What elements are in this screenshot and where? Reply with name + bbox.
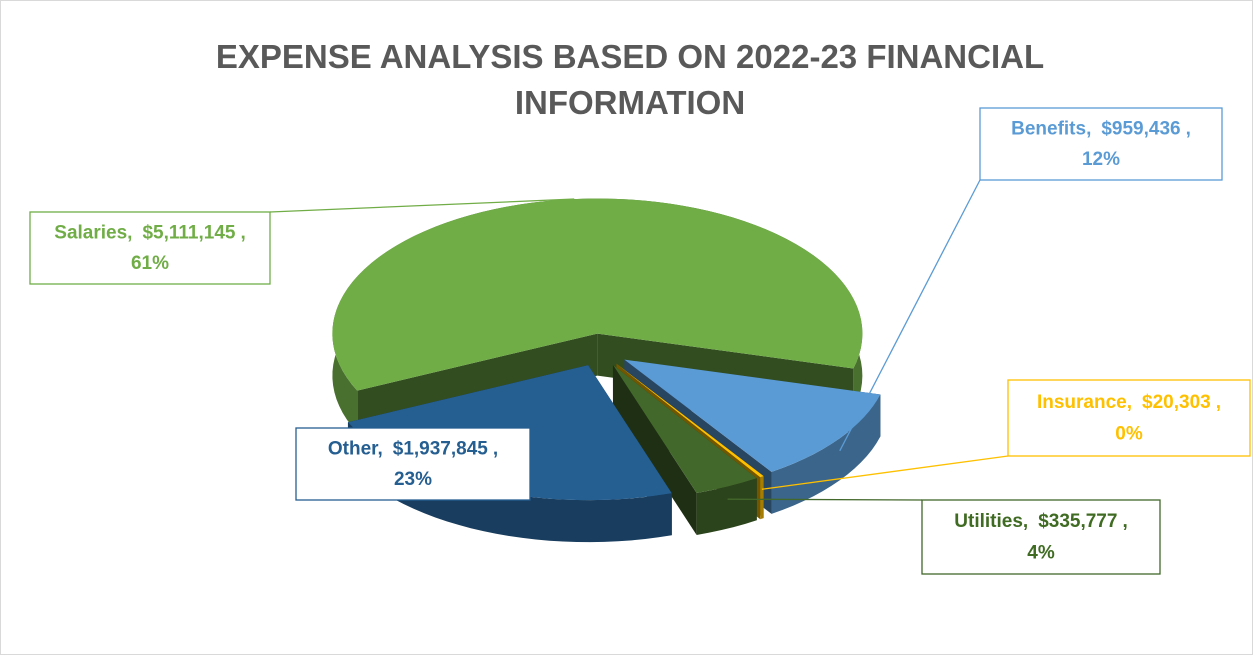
label-separator: ,: [1186, 119, 1191, 140]
label-separator: ,: [1122, 511, 1127, 532]
percent-label: 0%: [1115, 424, 1143, 445]
label-box: [1007, 379, 1251, 457]
percent-label: 12%: [1082, 149, 1120, 170]
category-label: Benefits: [1011, 119, 1086, 140]
label-separator: ,: [1127, 392, 1132, 413]
data-label: Benefits, $959,436,: [1011, 119, 1191, 140]
pie-slice: [624, 359, 881, 472]
label-box: [979, 107, 1223, 181]
category-label: Insurance: [1037, 392, 1127, 413]
label-separator: ,: [377, 439, 382, 460]
data-label: Utilities, $335,777,: [954, 511, 1127, 532]
category-label: Utilities: [954, 511, 1023, 532]
leader-line: [727, 498, 923, 501]
category-label: Salaries: [54, 223, 127, 244]
value-label: $5,111,145: [142, 223, 235, 244]
slice-side: [347, 422, 672, 543]
leader-line: [839, 179, 981, 452]
pie-slice: [332, 198, 863, 391]
slice-cut-wall: [612, 364, 697, 535]
percent-label: 61%: [131, 253, 169, 274]
label-box: [29, 211, 271, 285]
percent-label: 4%: [1027, 542, 1055, 563]
slice-side: [760, 476, 764, 520]
value-label: $959,436: [1101, 119, 1180, 140]
label-box: [921, 499, 1161, 575]
data-label: Salaries, $5,111,145,: [54, 223, 245, 244]
data-label: Insurance, $20,303,: [1037, 392, 1221, 413]
pie-slice: [612, 364, 757, 493]
label-separator: ,: [1023, 511, 1028, 532]
label-separator: ,: [493, 439, 498, 460]
data-label: Other, $1,937,845,: [328, 439, 498, 460]
label-separator: ,: [240, 223, 245, 244]
label-separator: ,: [1086, 119, 1091, 140]
value-label: $1,937,845: [393, 439, 489, 460]
slice-side: [696, 478, 757, 535]
label-box: [295, 427, 531, 501]
leader-line: [761, 455, 1009, 490]
percent-label: 23%: [394, 469, 432, 490]
label-separator: ,: [127, 223, 132, 244]
chart-title: EXPENSE ANALYSIS BASED ON 2022-23 FINANC…: [215, 38, 1045, 121]
value-label: $335,777: [1038, 511, 1117, 532]
value-label: $20,303: [1142, 392, 1211, 413]
category-label: Other: [328, 439, 379, 460]
pie-slice: [616, 363, 764, 478]
leader-line: [269, 198, 575, 213]
label-separator: ,: [1216, 392, 1221, 413]
